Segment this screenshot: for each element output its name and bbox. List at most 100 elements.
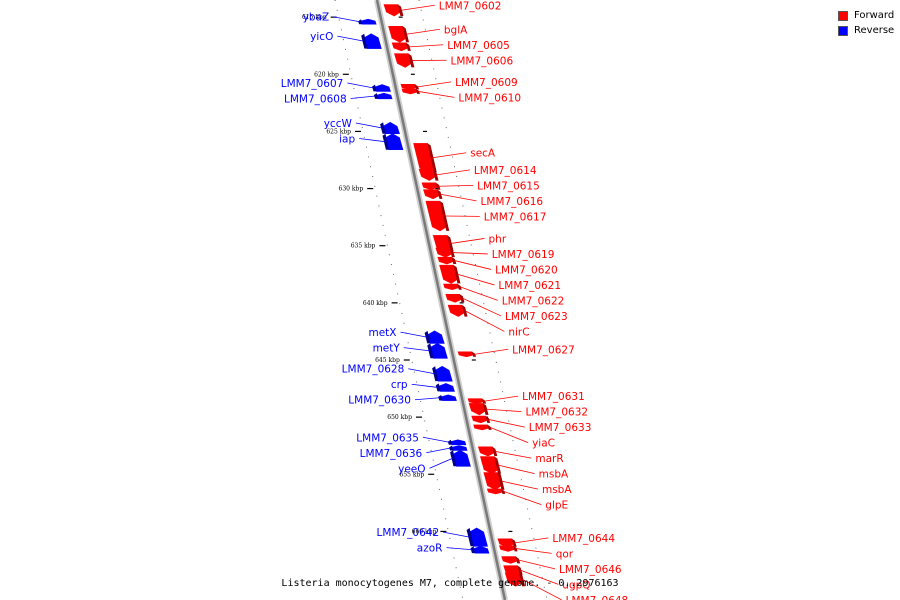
genome-caption: Listeria monocytogenes M7, complete geno… — [281, 578, 619, 589]
gene-label: LMM7_0605 — [447, 40, 510, 52]
gene-crp — [438, 383, 455, 392]
gene-shade — [414, 84, 420, 90]
gene-label: LMM7_0630 — [348, 395, 411, 407]
gene-label: LMM7_0628 — [342, 364, 405, 376]
tick-label: 635 kbp — [351, 243, 376, 250]
gene-label: nirC — [508, 326, 529, 338]
gene-shade — [492, 446, 498, 456]
gene-LMM7_0631 — [467, 398, 484, 404]
gene-label: bglA — [444, 24, 468, 36]
gene-label: secA — [470, 148, 496, 160]
gene-leader-line — [514, 537, 549, 544]
tick-label: 615 kbp — [302, 14, 327, 21]
tick-label: 660 kbp — [412, 528, 437, 535]
gene-label: LMM7_0610 — [458, 92, 521, 104]
gene-metY — [429, 343, 448, 359]
gene-label: azoR — [417, 543, 443, 555]
gene-label: yccW — [324, 118, 353, 130]
gene-shade — [497, 472, 505, 490]
gene-label: yiaC — [532, 438, 555, 450]
gene-leader-line — [347, 82, 374, 89]
gene-label: crp — [391, 379, 408, 391]
forward-swatch — [838, 10, 848, 21]
gene-shade — [380, 122, 386, 134]
gene-shade — [415, 88, 421, 94]
gene-nirC — [447, 304, 465, 317]
gene-leader-line — [438, 184, 474, 187]
gene-msbA — [480, 456, 499, 475]
tick-label: 655 kbp — [399, 471, 424, 478]
gene-yccW — [382, 121, 400, 135]
gene-leader-line — [417, 81, 452, 88]
gene-LMM7_0610 — [401, 88, 418, 95]
gene-shade — [472, 351, 477, 357]
gene-leader-line — [440, 193, 477, 202]
gene-label: yeeO — [398, 463, 425, 475]
gene-LMM7_0622 — [443, 283, 460, 291]
gene-leader-line — [515, 548, 552, 554]
reverse-swatch — [838, 25, 848, 36]
gene-leader-line — [518, 559, 556, 570]
gene-shade — [449, 445, 454, 451]
gene-shade — [406, 42, 411, 51]
tick-label: 630 kbp — [339, 186, 364, 193]
gene-leader-line — [337, 35, 364, 42]
gene-LMM7_0623 — [445, 293, 462, 303]
gene-leader-line — [474, 348, 509, 355]
gene-shade — [466, 528, 474, 547]
gene-shade — [482, 398, 487, 404]
gene-LMM7_0630 — [440, 394, 457, 401]
gene-shade — [436, 182, 441, 190]
gene-shade — [358, 19, 363, 25]
gene-shade — [408, 53, 415, 68]
tick-label: 650 kbp — [387, 414, 412, 421]
gene-LMM7_0605 — [391, 42, 409, 52]
gene-label: LMM7_0642 — [377, 527, 440, 539]
gene-shade — [361, 33, 368, 49]
gene-label: LMM7_0646 — [559, 564, 622, 576]
gene-leader-line — [452, 252, 488, 255]
gene-label: phr — [489, 233, 507, 245]
gene-label: LMM7_0648 — [566, 595, 629, 600]
gene-label: LMM7_0632 — [525, 407, 588, 419]
gene-shade — [372, 84, 377, 92]
gene-shade — [519, 572, 526, 587]
gene-LMM7_0619 — [435, 247, 453, 258]
gene-label: msbA — [542, 484, 572, 496]
gene-bglA — [388, 25, 407, 43]
gene-label: LMM7_0606 — [451, 55, 514, 67]
gene-LMM7_0609 — [400, 84, 417, 90]
gene-label: LMM7_0617 — [484, 211, 547, 223]
gene-label: LMM7_0631 — [522, 391, 585, 403]
gene-yiaC — [473, 424, 490, 431]
legend-label-reverse: Reverse — [854, 25, 895, 36]
gene-leader-line — [355, 122, 383, 129]
gene-leader-line — [520, 569, 559, 585]
gene-shade — [483, 403, 489, 415]
tick-label: 620 kbp — [314, 71, 339, 78]
gene-leader-line — [432, 152, 467, 159]
gene-leader-line — [403, 347, 430, 352]
gene-LMM7_0648 — [504, 572, 523, 587]
gene-LMM7_0646 — [501, 556, 518, 564]
gene-LMM7_0627 — [457, 351, 474, 358]
genome-backbone-core — [375, 0, 507, 600]
gene-label: iap — [339, 134, 355, 146]
gene-label: metY — [373, 343, 401, 355]
gene-yeeO — [452, 449, 471, 467]
legend: Forward Reverse — [838, 8, 894, 38]
gene-shade — [447, 439, 452, 445]
gene-label: ugpQ — [562, 579, 590, 591]
gene-shade — [515, 556, 521, 564]
gene-label: LMM7_0609 — [455, 77, 518, 89]
gene-label: LMM7_0623 — [505, 311, 568, 323]
gene-leader-line — [457, 273, 495, 286]
gene-leader-line — [411, 383, 438, 388]
gene-label: LMM7_0622 — [502, 295, 565, 307]
gene-shade — [457, 284, 462, 290]
gene-label: msbA — [539, 469, 569, 481]
gene-shade — [424, 330, 431, 344]
gene-leader-line — [333, 16, 360, 23]
gene-iap — [385, 133, 404, 151]
